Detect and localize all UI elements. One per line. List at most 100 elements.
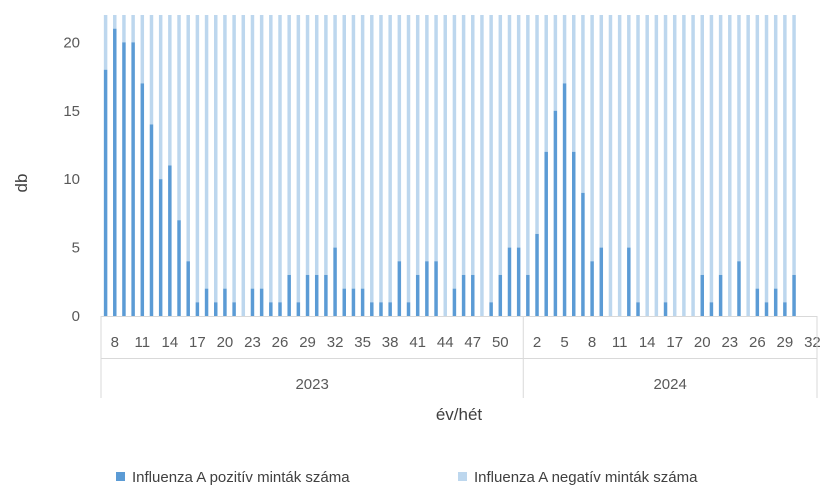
bar-positive bbox=[562, 83, 567, 316]
x-tick-label: 29 bbox=[299, 334, 316, 351]
x-tick-label: 5 bbox=[560, 334, 568, 351]
bar-positive bbox=[122, 42, 126, 317]
bar-positive bbox=[516, 247, 521, 316]
bar-negative bbox=[406, 15, 411, 303]
bar-positive bbox=[461, 274, 466, 316]
bar-positive bbox=[737, 261, 741, 316]
x-tick-label: 35 bbox=[354, 334, 371, 351]
bar-positive bbox=[140, 83, 145, 316]
bar-positive bbox=[425, 261, 429, 316]
bar-negative bbox=[700, 15, 704, 275]
x-tick-label: 44 bbox=[437, 334, 454, 351]
bar-positive bbox=[305, 274, 310, 316]
x-tick-label: 47 bbox=[464, 334, 481, 351]
bar-negative bbox=[737, 15, 741, 262]
bar-positive bbox=[627, 247, 631, 316]
bar-negative bbox=[168, 15, 172, 166]
bar-negative bbox=[553, 15, 558, 111]
bar-negative bbox=[452, 15, 457, 289]
bar-positive bbox=[103, 69, 108, 316]
bar-negative bbox=[195, 15, 200, 303]
bar-positive bbox=[360, 288, 365, 316]
x-tick-label: 8 bbox=[111, 334, 119, 351]
bar-negative bbox=[360, 15, 365, 289]
bar-positive bbox=[397, 261, 402, 316]
bar-negative bbox=[379, 15, 383, 303]
bar-negative bbox=[415, 15, 420, 275]
bar-positive bbox=[113, 28, 117, 317]
bar-negative bbox=[498, 15, 503, 275]
bar-positive bbox=[452, 288, 457, 316]
x-tick-label: 14 bbox=[639, 334, 656, 351]
bar-positive bbox=[195, 302, 200, 316]
bar-positive bbox=[296, 302, 301, 316]
bar-positive bbox=[223, 288, 227, 316]
x-tick-label: 17 bbox=[666, 334, 683, 351]
bar-negative bbox=[186, 15, 190, 262]
bar-negative bbox=[617, 15, 622, 316]
bar-negative bbox=[562, 15, 567, 84]
legend-swatch bbox=[458, 472, 467, 481]
bar-negative bbox=[581, 15, 585, 193]
bar-negative bbox=[425, 15, 429, 262]
x-tick-label: 23 bbox=[244, 334, 261, 351]
bar-positive bbox=[278, 302, 282, 316]
bar-negative bbox=[535, 15, 539, 234]
bar-negative bbox=[663, 15, 668, 303]
bar-negative bbox=[709, 15, 714, 303]
bar-positive bbox=[590, 261, 594, 316]
y-tick-label: 5 bbox=[72, 240, 80, 257]
x-axis-title: év/hét bbox=[436, 405, 483, 424]
bar-positive bbox=[783, 302, 787, 316]
bar-positive bbox=[406, 302, 411, 316]
bar-positive bbox=[388, 302, 392, 316]
bar-negative bbox=[480, 15, 484, 316]
x-tick-label: 20 bbox=[694, 334, 711, 351]
bar-negative bbox=[636, 15, 640, 303]
bar-positive bbox=[168, 165, 172, 316]
bar-negative bbox=[351, 15, 356, 289]
bar-negative bbox=[177, 15, 181, 221]
bar-positive bbox=[204, 288, 209, 316]
bar-positive bbox=[314, 274, 319, 316]
x-tick-label: 20 bbox=[217, 334, 234, 351]
bar-positive bbox=[379, 302, 383, 316]
bar-negative bbox=[773, 15, 778, 289]
bar-negative bbox=[223, 15, 227, 289]
bar-positive bbox=[471, 274, 475, 316]
bar-negative bbox=[608, 15, 613, 316]
bar-positive bbox=[370, 302, 374, 316]
bar-positive bbox=[131, 42, 135, 317]
y-axis-ticks: 0 5 10 15 20 bbox=[63, 34, 80, 325]
x-tick-label: 8 bbox=[588, 334, 596, 351]
x-axis-groups: 2023 2024 bbox=[100, 316, 818, 398]
bar-negative bbox=[507, 15, 512, 248]
x-tick-label: 17 bbox=[189, 334, 206, 351]
x-tick-label: 11 bbox=[612, 334, 628, 351]
bar-positive bbox=[755, 288, 760, 316]
bar-negative bbox=[131, 15, 135, 43]
bar-negative bbox=[471, 15, 475, 275]
bar-negative bbox=[544, 15, 548, 152]
bar-negative bbox=[324, 15, 328, 275]
bar-negative bbox=[388, 15, 392, 303]
bar-negative bbox=[783, 15, 787, 303]
bar-negative bbox=[516, 15, 521, 248]
bar-negative bbox=[627, 15, 631, 248]
bar-negative bbox=[746, 15, 750, 316]
bar-negative bbox=[259, 15, 264, 289]
bars-layer bbox=[103, 15, 796, 317]
bar-negative bbox=[654, 15, 659, 316]
bar-positive bbox=[700, 274, 704, 316]
bar-positive bbox=[287, 274, 291, 316]
x-axis-ticks: 8 11 14 17 20 23 26 29 32 35 38 41 44 47 50 2 5 8 11 14 17 20… bbox=[111, 334, 821, 351]
bar-positive bbox=[663, 302, 668, 316]
y-tick-label: 15 bbox=[63, 103, 80, 120]
bar-negative bbox=[250, 15, 255, 289]
bar-positive bbox=[186, 261, 190, 316]
bar-negative bbox=[103, 15, 108, 70]
bar-negative bbox=[342, 15, 346, 289]
bar-negative bbox=[314, 15, 319, 275]
bar-negative bbox=[232, 15, 236, 303]
bar-negative bbox=[718, 15, 723, 275]
